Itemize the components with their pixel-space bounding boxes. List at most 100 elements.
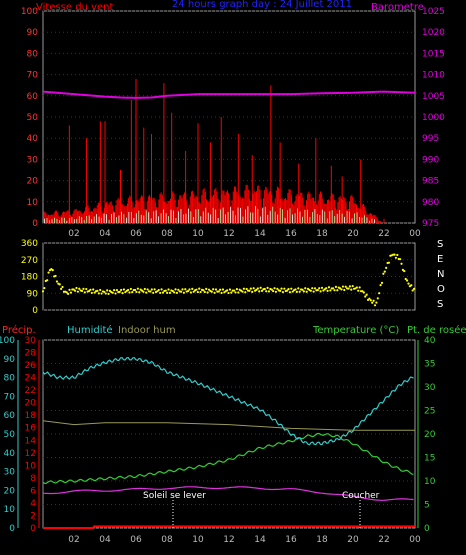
- direction-point: [273, 287, 276, 290]
- temperature-tick-label: 30: [424, 383, 436, 393]
- wind-time-tick-label: 14: [254, 229, 266, 239]
- direction-point: [67, 292, 70, 295]
- direction-point: [221, 288, 225, 291]
- direction-point: [97, 292, 100, 295]
- direction-point: [405, 279, 409, 282]
- direction-point: [171, 289, 174, 293]
- direction-point: [168, 291, 172, 295]
- direction-point: [150, 288, 153, 291]
- direction-point: [351, 284, 354, 288]
- direction-point: [173, 291, 176, 294]
- direction-point: [68, 288, 71, 291]
- humidity-tick-label: 90: [4, 355, 16, 365]
- direction-point: [298, 290, 301, 293]
- direction-point: [78, 287, 81, 290]
- direction-point: [256, 287, 259, 290]
- direction-point: [313, 287, 317, 290]
- direction-point: [136, 287, 139, 290]
- direction-point: [80, 289, 84, 293]
- barometer-tick-label: 1025: [422, 7, 445, 17]
- precip-axis-label: Précip.: [2, 324, 36, 336]
- direction-point: [294, 288, 297, 291]
- temperature-tick-label: 10: [424, 477, 436, 487]
- wind-time-tick-label: 12: [223, 229, 234, 239]
- wind-time-tick-label: 02: [68, 229, 79, 239]
- direction-point: [103, 290, 106, 294]
- wind-time-tick-label: 08: [161, 229, 173, 239]
- precip-tick-label: 6: [30, 486, 36, 496]
- temperature-tick-label: 15: [424, 454, 435, 464]
- direction-point: [149, 290, 152, 293]
- barometer-axis-label: Barometre: [371, 2, 424, 13]
- direction-point: [341, 285, 345, 288]
- direction-point: [159, 291, 162, 295]
- direction-point: [248, 289, 251, 292]
- direction-point: [327, 286, 331, 289]
- direction-point: [279, 289, 282, 293]
- direction-point: [288, 291, 292, 294]
- direction-point: [329, 289, 332, 292]
- direction-point: [46, 279, 49, 282]
- direction-point: [290, 287, 293, 290]
- direction-point: [198, 287, 201, 290]
- temperature-line: [42, 432, 414, 485]
- sunset-label: Coucher: [342, 491, 380, 501]
- direction-point: [177, 288, 180, 291]
- barometer-tick-label: 1015: [422, 49, 445, 59]
- direction-letter: E: [437, 254, 443, 265]
- direction-point: [276, 287, 279, 290]
- precip-tick-label: 10: [25, 461, 37, 471]
- direction-point: [90, 291, 93, 295]
- direction-point: [220, 291, 223, 295]
- direction-point: [403, 269, 406, 273]
- barometer-tick-label: 980: [422, 198, 439, 208]
- direction-point: [153, 288, 156, 291]
- climate-time-tick-label: 14: [254, 535, 266, 545]
- direction-point: [143, 287, 146, 291]
- direction-point: [192, 290, 195, 293]
- direction-point: [245, 287, 248, 291]
- direction-tick-label: 360: [21, 239, 38, 249]
- direction-point: [93, 291, 96, 294]
- direction-point: [267, 290, 271, 293]
- direction-point: [228, 288, 232, 291]
- direction-letter: S: [437, 239, 443, 250]
- direction-point: [129, 287, 132, 291]
- direction-point: [182, 291, 185, 294]
- direction-point: [265, 290, 268, 293]
- direction-point: [365, 293, 368, 296]
- direction-point: [175, 291, 179, 294]
- direction-point: [199, 290, 202, 294]
- direction-point: [357, 289, 360, 292]
- direction-point: [226, 289, 229, 292]
- direction-point: [379, 284, 382, 287]
- wind-tick-label: 30: [27, 155, 39, 165]
- humidity-tick-label: 60: [4, 411, 16, 421]
- direction-tick-label: 180: [21, 273, 38, 283]
- precip-tick-label: 4: [30, 499, 36, 509]
- direction-point: [400, 262, 403, 265]
- direction-letter: N: [437, 269, 444, 280]
- direction-point: [376, 297, 379, 300]
- precip-tick-label: 14: [25, 436, 37, 446]
- direction-point: [174, 288, 177, 291]
- temperature-axis-label: Temperature (°C): [312, 325, 399, 336]
- direction-point: [186, 289, 190, 293]
- barometer-tick-label: 1020: [422, 28, 445, 38]
- direction-point: [75, 286, 78, 290]
- barometer-tick-label: 990: [422, 155, 439, 165]
- direction-point: [58, 283, 61, 286]
- direction-point: [305, 290, 308, 293]
- humidity-tick-label: 40: [4, 449, 16, 459]
- direction-point: [373, 304, 377, 307]
- wind-time-tick-label: 00: [409, 229, 421, 239]
- wind-tick-label: 90: [27, 28, 39, 38]
- direction-point: [318, 287, 321, 290]
- direction-point: [382, 272, 385, 275]
- climate-time-tick-label: 22: [378, 535, 389, 545]
- direction-point: [51, 269, 54, 272]
- direction-point: [191, 287, 194, 290]
- direction-point: [371, 301, 374, 304]
- direction-point: [61, 285, 64, 289]
- direction-plot-frame: [42, 242, 416, 311]
